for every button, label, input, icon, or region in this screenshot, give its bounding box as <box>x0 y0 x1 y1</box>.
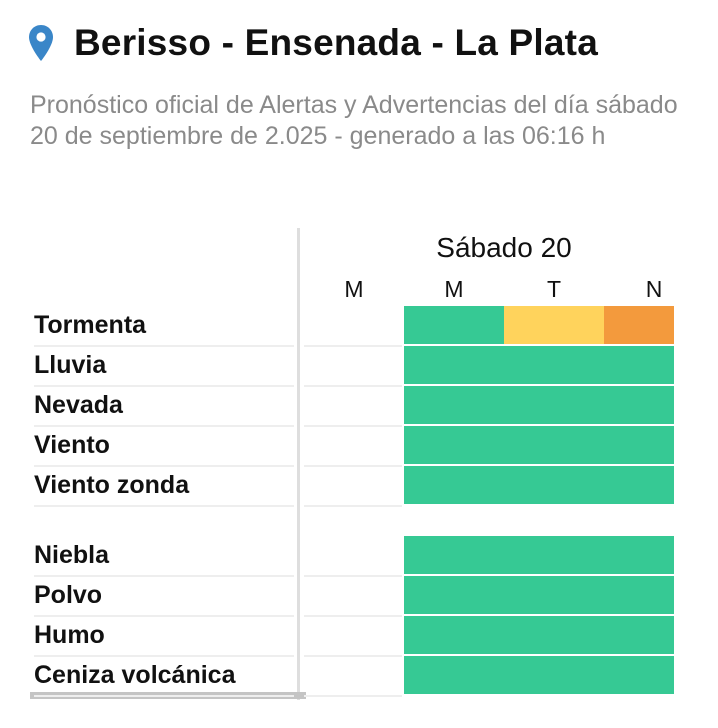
row-divider <box>304 505 402 507</box>
alert-level-cell-verde[interactable] <box>604 386 674 424</box>
period-label: N <box>645 276 663 302</box>
alert-level-cell-verde[interactable] <box>404 426 504 464</box>
alert-level-cell-naranja[interactable] <box>604 306 674 344</box>
column-divider <box>297 228 300 700</box>
alert-level-cell-verde[interactable] <box>604 426 674 464</box>
alert-level-cell-verde[interactable] <box>604 536 674 574</box>
alert-level-cell-verde[interactable] <box>404 386 504 424</box>
alert-level-cell-verde[interactable] <box>604 656 674 694</box>
row-divider <box>304 695 402 697</box>
alert-level-cell-verde[interactable] <box>504 346 604 384</box>
alert-level-cell-verde[interactable] <box>404 616 504 654</box>
row-divider <box>304 575 402 577</box>
alert-level-cell-verde[interactable] <box>604 466 674 504</box>
page-title: Berisso - Ensenada - La Plata <box>74 22 598 63</box>
alert-level-cell-verde[interactable] <box>504 386 604 424</box>
row-divider <box>34 575 294 577</box>
row-divider <box>34 345 294 347</box>
row-divider <box>304 385 402 387</box>
phenomenon-label: Lluvia <box>34 351 107 379</box>
alert-level-cell-verde[interactable] <box>504 466 604 504</box>
row-divider <box>34 695 294 697</box>
period-label: M <box>444 276 464 302</box>
alert-level-cell-verde[interactable] <box>504 576 604 614</box>
alert-level-cell-verde[interactable] <box>604 576 674 614</box>
map-pin-icon <box>29 25 53 61</box>
day-header: Sábado 20 <box>436 232 572 263</box>
alert-level-cell-verde[interactable] <box>404 656 504 694</box>
alert-level-cell-verde[interactable] <box>604 616 674 654</box>
phenomenon-label: Humo <box>34 621 105 649</box>
row-divider <box>34 505 294 507</box>
row-divider <box>34 385 294 387</box>
row-divider <box>34 425 294 427</box>
alert-level-cell-verde[interactable] <box>504 656 604 694</box>
alert-level-cell-verde[interactable] <box>404 306 504 344</box>
period-label: T <box>546 276 562 302</box>
row-divider <box>304 655 402 657</box>
row-divider <box>34 655 294 657</box>
phenomenon-label: Nevada <box>34 391 123 419</box>
alert-level-cell-verde[interactable] <box>504 616 604 654</box>
alert-level-cell-verde[interactable] <box>404 536 504 574</box>
phenomenon-label: Polvo <box>34 581 103 609</box>
period-label: M <box>344 276 364 302</box>
row-divider <box>304 345 402 347</box>
alert-level-cell-verde[interactable] <box>504 426 604 464</box>
phenomenon-label: Niebla <box>34 541 110 569</box>
row-divider <box>34 465 294 467</box>
phenomenon-label: Ceniza volcánica <box>34 661 236 689</box>
alert-level-cell-amarillo[interactable] <box>504 306 604 344</box>
alert-level-cell-verde[interactable] <box>404 346 504 384</box>
row-divider <box>34 615 294 617</box>
phenomenon-label: Viento zonda <box>34 471 190 499</box>
alert-level-cell-verde[interactable] <box>404 466 504 504</box>
phenomenon-label: Tormenta <box>34 311 147 339</box>
alert-level-cell-verde[interactable] <box>604 346 674 384</box>
forecast-subtitle: Pronóstico oficial de Alertas y Adverten… <box>30 91 678 150</box>
phenomenon-label: Viento <box>34 431 110 459</box>
alert-level-cell-verde[interactable] <box>504 536 604 574</box>
row-divider <box>304 615 402 617</box>
row-divider <box>304 465 402 467</box>
row-divider <box>304 425 402 427</box>
alert-level-cell-verde[interactable] <box>404 576 504 614</box>
